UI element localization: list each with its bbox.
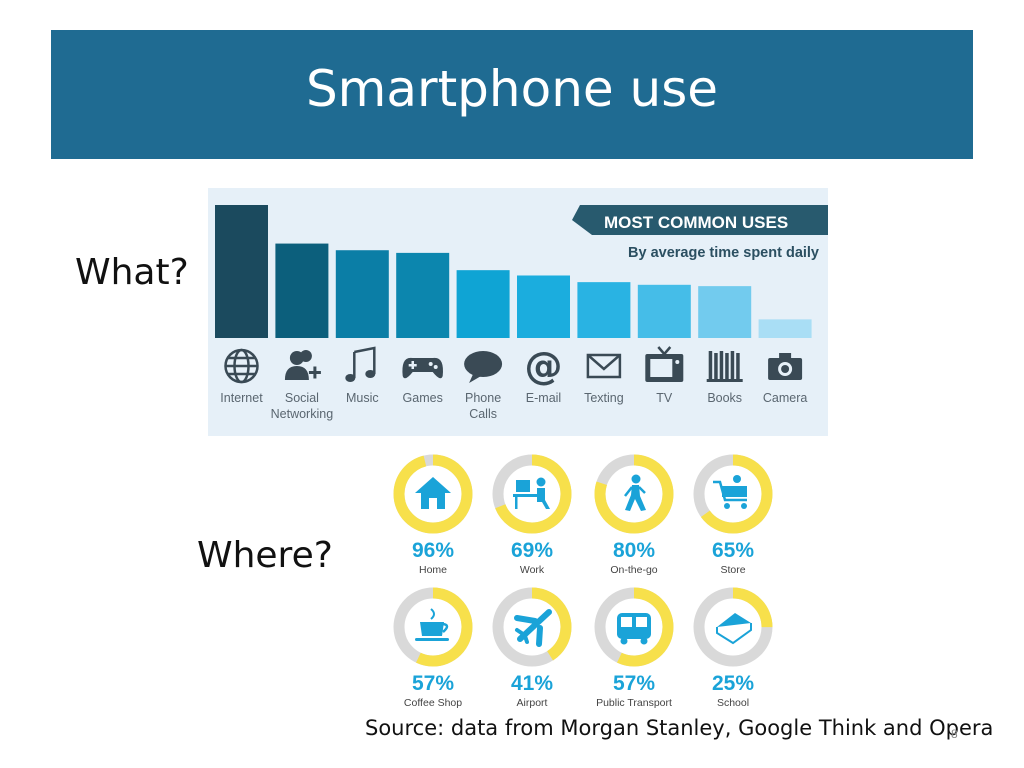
value-label: 41% xyxy=(511,672,553,695)
speech-bubble-icon xyxy=(464,351,503,383)
chart-subtitle: By average time spent daily xyxy=(628,245,819,261)
tick-label: Networking xyxy=(271,407,334,421)
tick-label: Internet xyxy=(220,391,263,405)
music-icon xyxy=(345,346,376,382)
ring-slice-store xyxy=(693,454,773,534)
svg-text:@: @ xyxy=(525,344,563,388)
page-number: 8 xyxy=(951,727,958,741)
shopping-cart-icon xyxy=(713,475,747,509)
category-label: Coffee Shop xyxy=(404,697,462,708)
bar-e-mail xyxy=(517,275,570,338)
tick-label: Games xyxy=(403,391,443,405)
category-label: On-the-go xyxy=(610,564,657,576)
bus-icon xyxy=(617,613,651,645)
ring-slice-school xyxy=(693,587,773,667)
bar-phone-calls xyxy=(456,270,510,338)
social-networking-icon xyxy=(284,350,321,380)
ring-slice-on-the-go xyxy=(594,454,674,534)
tick-label: TV xyxy=(656,391,673,405)
value-label: 57% xyxy=(613,672,655,695)
tick-label: Books xyxy=(707,391,742,405)
category-label: School xyxy=(717,697,749,708)
bar-social-networking xyxy=(275,243,329,338)
walking-person-icon xyxy=(624,474,646,511)
ring-slice-coffee-shop xyxy=(393,587,473,667)
ring-slice-home xyxy=(393,454,473,534)
category-label: Public Transport xyxy=(596,697,672,708)
where-used-chart: 96% Home 69% Work 80% On-the-go 65% Store 57% Cof… xyxy=(386,450,782,708)
slide-title: Smartphone use xyxy=(305,60,719,118)
where-label: Where? xyxy=(197,535,333,576)
value-label: 25% xyxy=(712,672,754,695)
book-icon xyxy=(716,613,752,645)
tick-label: Social xyxy=(285,391,319,405)
ring-slice-airport xyxy=(492,587,572,667)
coffee-cup-icon xyxy=(415,608,449,641)
title-bar xyxy=(51,30,973,159)
books-icon xyxy=(706,351,743,382)
value-label: 65% xyxy=(712,539,754,562)
category-label: Airport xyxy=(517,697,548,708)
bar-internet xyxy=(215,205,268,338)
envelope-icon xyxy=(586,353,622,379)
bar-tv xyxy=(637,284,691,338)
bar-books xyxy=(698,286,752,338)
chart-title-banner xyxy=(572,205,828,235)
category-label: Home xyxy=(419,564,447,576)
tick-label: Camera xyxy=(763,391,808,405)
house-icon xyxy=(415,477,451,509)
at-sign-icon: @ xyxy=(525,344,563,388)
bar-camera xyxy=(758,319,812,338)
gamepad-icon xyxy=(402,357,443,379)
value-label: 96% xyxy=(412,539,454,562)
category-label: Work xyxy=(520,564,545,576)
tick-label: Calls xyxy=(469,407,497,421)
what-label: What? xyxy=(75,252,189,293)
value-label: 57% xyxy=(412,672,454,695)
globe-icon xyxy=(224,348,259,384)
ring-slice-work xyxy=(492,454,572,534)
tick-label: Phone xyxy=(465,391,501,405)
bar-texting xyxy=(577,282,631,338)
value-label: 69% xyxy=(511,539,553,562)
tick-label: Music xyxy=(346,391,379,405)
tick-label: Texting xyxy=(584,391,624,405)
airplane-icon xyxy=(514,609,552,647)
tick-label: E-mail xyxy=(526,391,561,405)
most-common-uses-chart: MOST COMMON USES By average time spent da… xyxy=(208,188,828,436)
ring-slice-public-transport xyxy=(594,587,674,667)
category-label: Store xyxy=(720,564,745,576)
bar-games xyxy=(396,252,450,338)
chart-title: MOST COMMON USES xyxy=(604,213,788,232)
tv-icon xyxy=(645,346,684,382)
bar-music xyxy=(335,250,389,338)
desk-worker-icon xyxy=(513,477,550,509)
value-label: 80% xyxy=(613,539,655,562)
camera-icon xyxy=(768,353,803,380)
source-note: Source: data from Morgan Stanley, Google… xyxy=(365,716,994,740)
